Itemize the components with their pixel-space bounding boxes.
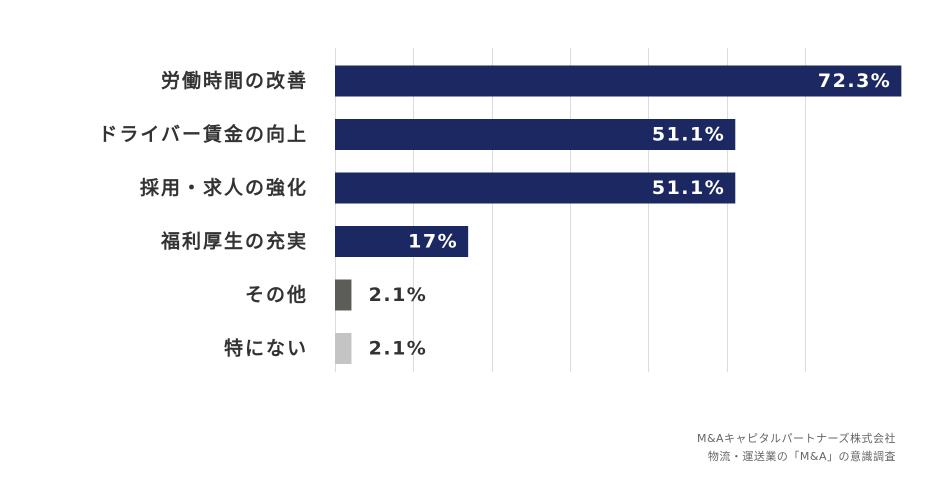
bar [335, 333, 352, 364]
category-label: その他 [245, 283, 308, 306]
source-note: M&Aキャピタルパートナーズ株式会社 物流・運送業の「M&A」の意識調査 [697, 430, 896, 466]
bar [335, 119, 736, 150]
bars [335, 65, 902, 364]
data-label: 72.3% [818, 70, 891, 92]
data-label: 2.1% [369, 338, 428, 360]
data-label: 17% [408, 231, 458, 253]
data-label: 2.1% [369, 284, 428, 306]
data-label: 51.1% [652, 124, 725, 146]
category-label: 特にない [224, 338, 308, 360]
bar [335, 279, 352, 311]
category-label: ドライバー賃金の向上 [98, 123, 308, 146]
bar [335, 65, 902, 97]
source-survey: 物流・運送業の「M&A」の意識調査 [707, 450, 896, 463]
category-label: 労働時間の改善 [161, 69, 308, 92]
labels: 労働時間の改善 72.3% ドライバー賃金の向上 51.1% 採用・求人の強化 51.1%… [98, 69, 891, 360]
category-label: 福利厚生の充実 [160, 230, 308, 253]
data-label: 51.1% [652, 177, 725, 199]
source-company: M&Aキャピタルパートナーズ株式会社 [696, 432, 896, 445]
category-label: 採用・求人の強化 [140, 176, 308, 199]
gridlines [335, 48, 806, 372]
bar [335, 172, 736, 204]
bar [335, 226, 469, 257]
